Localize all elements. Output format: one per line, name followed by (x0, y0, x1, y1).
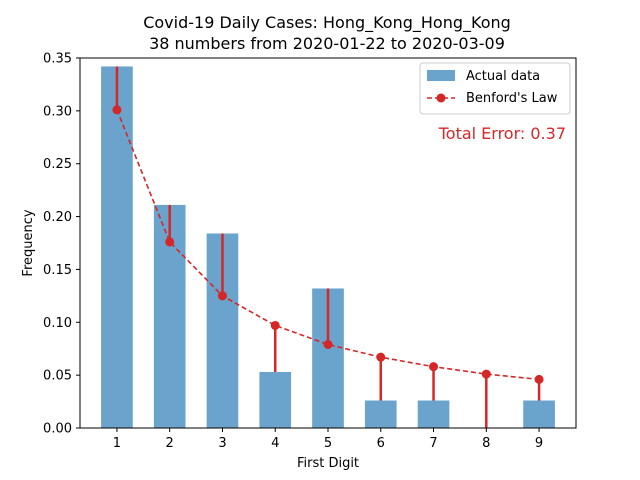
y-tick-label-3: 0.15 (43, 263, 72, 278)
bar-digit-7 (417, 400, 450, 428)
plot-area: 1 2 3 4 5 6 7 8 9 0.00 0.05 0.10 0.15 0.20 0.25 0.30 0.3… (43, 52, 555, 451)
bar-digit-1 (101, 66, 133, 428)
y-tick-label-7: 0.35 (43, 52, 72, 67)
legend-swatch-benford-marker (436, 93, 446, 103)
bar-digit-9 (523, 400, 555, 428)
benford-point-digit-7 (429, 362, 439, 372)
chart-title: Covid-19 Daily Cases: Hong_Kong_Hong_Kon… (143, 13, 511, 33)
benford-point-digit-8 (481, 369, 491, 379)
x-axis-label: First Digit (297, 456, 359, 471)
benford-point-digit-6 (376, 352, 386, 362)
legend-label-actual: Actual data (466, 69, 540, 84)
y-tick-label-2: 0.10 (43, 316, 72, 331)
x-tick-label-3: 3 (218, 436, 226, 451)
x-tick-label-5: 5 (324, 436, 332, 451)
y-tick-label-5: 0.25 (43, 157, 72, 172)
total-error-annotation: Total Error: 0.37 (438, 124, 566, 143)
x-tick-label-6: 6 (377, 436, 385, 451)
chart-subtitle: 38 numbers from 2020-01-22 to 2020-03-09 (149, 34, 505, 53)
plot-frame (79, 57, 577, 429)
x-tick-label-4: 4 (271, 436, 279, 451)
benford-point-digit-9 (534, 374, 544, 384)
y-tick-label-6: 0.30 (43, 104, 72, 119)
bar-digit-6 (364, 400, 397, 428)
x-tick-label-2: 2 (166, 436, 174, 451)
legend-label-benford: Benford's Law (466, 91, 558, 106)
y-tick-label-0: 0.00 (43, 422, 72, 437)
benford-point-digit-3 (217, 291, 227, 301)
legend-swatch-actual (427, 70, 455, 81)
x-tick-label-1: 1 (113, 436, 121, 451)
y-tick-label-4: 0.20 (43, 210, 72, 225)
x-tick-label-8: 8 (482, 436, 490, 451)
benford-point-digit-5 (323, 339, 333, 349)
x-tick-label-9: 9 (535, 436, 543, 451)
legend-box (419, 62, 571, 115)
benford-point-digit-4 (270, 320, 280, 330)
y-tick-label-1: 0.05 (43, 369, 72, 384)
benford-point-digit-2 (165, 237, 175, 247)
benford-point-digit-1 (112, 105, 122, 115)
legend: Actual data Benford's Law (419, 62, 571, 115)
x-tick-label-7: 7 (429, 436, 437, 451)
bar-digit-4 (259, 371, 292, 428)
y-axis-label: Frequency (21, 209, 36, 276)
